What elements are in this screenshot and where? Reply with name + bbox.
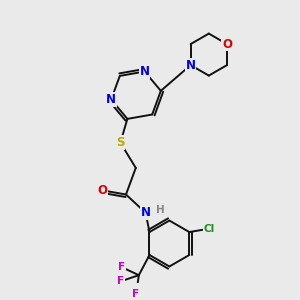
Text: O: O: [222, 38, 232, 51]
Text: F: F: [118, 262, 126, 272]
Text: N: N: [106, 93, 116, 106]
Text: H: H: [156, 205, 164, 215]
Text: Cl: Cl: [204, 224, 215, 234]
Text: F: F: [117, 276, 124, 286]
Text: N: N: [140, 65, 150, 78]
Text: F: F: [133, 289, 140, 299]
Text: N: N: [141, 206, 151, 219]
Text: O: O: [97, 184, 107, 197]
Text: N: N: [186, 58, 196, 72]
Text: S: S: [116, 136, 124, 149]
